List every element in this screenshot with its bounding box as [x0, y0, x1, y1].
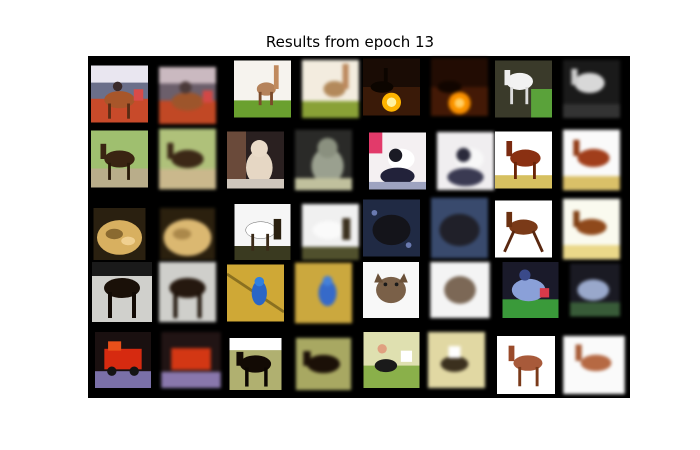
horse-running-recon-image: [563, 198, 620, 260]
cat-white-recon-image: [430, 262, 490, 318]
horse-rider-blue-recon-image: [570, 263, 620, 317]
tile-r4-p4-original: [502, 262, 559, 318]
tile-r2-p3-original: [369, 132, 426, 190]
tile-r3-p3-original: [363, 196, 420, 260]
tile-r3-p1-original: [91, 208, 148, 260]
tile-r1-p1-original: [91, 65, 148, 123]
horse-dark-green-recon-image: [159, 128, 216, 190]
tile-r2-p1-reconstruction: [159, 128, 216, 190]
horse-white-trees-recon-image: [563, 60, 620, 118]
tile-r3-p3-reconstruction: [431, 196, 488, 260]
tile-r3-p1-reconstruction: [159, 208, 216, 260]
tile-r5-p1-reconstruction: [159, 332, 223, 388]
tile-r4-p2-reconstruction: [295, 262, 352, 324]
tile-r1-p3-reconstruction: [431, 58, 488, 116]
bird-blue-image: [227, 264, 284, 322]
horse-dark-road-recon-image: [159, 262, 216, 322]
tile-r2-p2-reconstruction: [295, 129, 352, 191]
bird-blue-recon-image: [295, 262, 352, 324]
tile-r1-p3-original: [363, 58, 420, 116]
tile-r3-p2-reconstruction: [302, 204, 359, 260]
cat-sitting-image: [227, 131, 284, 189]
tile-r2-p4-original: [495, 129, 552, 191]
horse-white-dark-image: [234, 204, 291, 260]
tile-r2-p4-reconstruction: [563, 129, 620, 191]
horse-rider-blue-image: [502, 262, 559, 318]
horse-standing-field-recon-image: [302, 60, 359, 118]
tile-r5-p2-reconstruction: [295, 338, 352, 390]
horse-rider-grass-recon-image: [428, 332, 485, 388]
figure-title: Results from epoch 13: [265, 33, 435, 51]
frog-image: [93, 208, 146, 260]
truck-red-recon-image: [161, 332, 221, 388]
horse-standing-field-image: [234, 60, 291, 118]
horse-white-dark-recon-image: [302, 204, 359, 260]
horse-rider-sunset-image: [363, 58, 420, 116]
tile-r5-p4-original: [495, 336, 557, 394]
tile-r1-p2-original: [234, 60, 291, 118]
truck-red-image: [95, 332, 151, 388]
tile-r4-p4-reconstruction: [570, 262, 620, 318]
frog-dark-blue-recon-image: [431, 197, 488, 259]
cat-white-image: [363, 262, 419, 318]
tile-r4-p1-original: [91, 262, 153, 322]
horse-brown-white-recon-image: [563, 129, 620, 191]
tile-r4-p2-original: [227, 262, 284, 324]
tile-r4-p3-original: [359, 262, 423, 318]
horse-white-trees-image: [495, 60, 552, 118]
cat-sitting-recon-image: [295, 129, 352, 191]
tile-r5-p2-original: [227, 338, 284, 390]
horse-brown-white-bg-image: [497, 336, 555, 394]
tile-r2-p2-original: [227, 129, 284, 191]
tile-r5-p3-original: [363, 332, 420, 388]
horse-black-field-image: [229, 338, 282, 390]
image-grid: [88, 56, 630, 398]
tile-r4-p3-reconstruction: [428, 262, 492, 318]
tile-r2-p1-original: [91, 128, 148, 190]
horse-dark-road-image: [92, 262, 152, 322]
tile-r1-p2-reconstruction: [302, 60, 359, 118]
dog-black-white-recon-image: [437, 132, 494, 190]
horse-black-field-recon-image: [295, 338, 352, 390]
tile-r5-p3-reconstruction: [428, 332, 485, 388]
horse-rider-red-image: [91, 65, 148, 123]
horse-brown-white-image: [495, 131, 552, 189]
horse-rider-grass-image: [363, 332, 420, 388]
horse-running-image: [495, 200, 552, 258]
horse-rider-red-recon-image: [159, 67, 216, 124]
tile-r3-p2-original: [234, 204, 291, 260]
frog-dark-blue-image: [363, 199, 420, 257]
horse-rider-sunset-recon-image: [431, 58, 488, 116]
tile-r1-p4-original: [495, 60, 552, 118]
dog-black-white-image: [369, 132, 426, 190]
frog-recon-image: [159, 208, 216, 260]
tile-r3-p4-reconstruction: [563, 198, 620, 260]
tile-r5-p1-original: [91, 332, 155, 388]
tile-r3-p4-original: [495, 198, 552, 260]
tile-r2-p3-reconstruction: [437, 132, 494, 190]
tile-r4-p1-reconstruction: [159, 262, 216, 322]
tile-r5-p4-reconstruction: [563, 336, 625, 394]
horse-brown-white-bg-recon-image: [563, 336, 625, 394]
tile-r1-p1-reconstruction: [159, 67, 216, 124]
horse-dark-green-image: [91, 130, 148, 188]
tile-r1-p4-reconstruction: [563, 60, 620, 118]
